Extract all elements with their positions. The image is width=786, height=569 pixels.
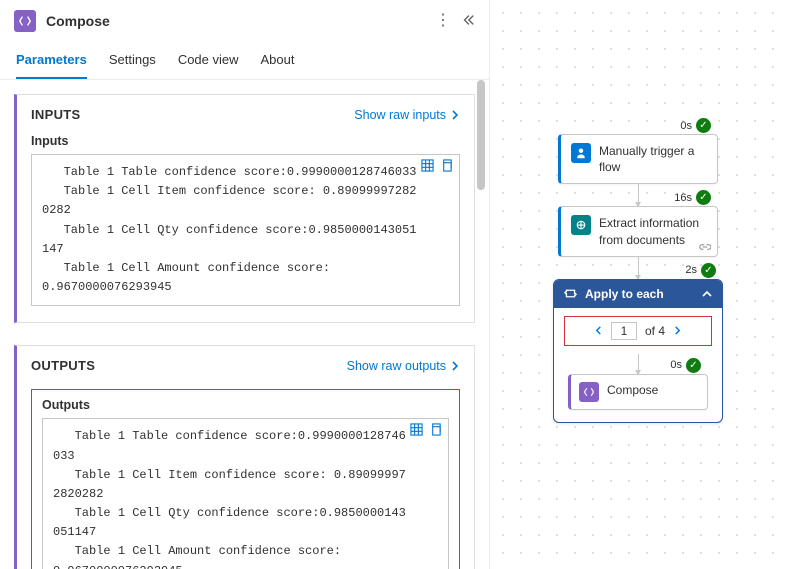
outputs-highlight-box: Outputs Table 1 Table confidence s (31, 389, 460, 569)
chevron-right-icon (450, 361, 460, 371)
foreach-pager: of 4 (564, 316, 712, 346)
pager-prev-icon[interactable] (594, 326, 603, 335)
show-raw-inputs-link[interactable]: Show raw inputs (354, 108, 460, 122)
chevron-right-icon (450, 110, 460, 120)
tab-bar: Parameters Settings Code view About (0, 42, 489, 80)
copy-icon[interactable] (440, 159, 453, 172)
panel-header: Compose ⋮ (0, 0, 489, 42)
node-time-badge: 2s ✓ (685, 263, 716, 278)
loop-icon (564, 287, 577, 300)
flow-column: 0s ✓ Manually trigger a flow 16s ✓ Extra… (553, 134, 723, 423)
copy-icon[interactable] (429, 423, 442, 436)
show-raw-inputs-label: Show raw inputs (354, 108, 446, 122)
node-time-badge: 16s ✓ (674, 190, 711, 205)
tab-settings[interactable]: Settings (109, 42, 156, 79)
node-compose-label: Compose (607, 382, 658, 398)
collapse-panel-icon[interactable] (461, 13, 475, 29)
tab-codeview[interactable]: Code view (178, 42, 239, 79)
node-extract[interactable]: 16s ✓ Extract information from documents (558, 206, 718, 256)
panel-title: Compose (46, 13, 425, 29)
node-extract-time: 16s (674, 192, 692, 204)
node-trigger-time: 0s (680, 120, 692, 132)
outputs-codebox: Table 1 Table confidence score:0.9990000… (42, 418, 449, 569)
check-success-icon: ✓ (686, 358, 701, 373)
inputs-title: INPUTS (31, 107, 80, 122)
trigger-icon (571, 143, 591, 163)
outputs-title: OUTPUTS (31, 358, 95, 373)
node-trigger-label: Manually trigger a flow (599, 143, 707, 175)
pager-of-label: of 4 (645, 324, 665, 338)
node-time-badge: 0s ✓ (670, 358, 701, 373)
inputs-sublabel: Inputs (31, 134, 460, 148)
foreach-label: Apply to each (585, 287, 664, 301)
check-success-icon: ✓ (696, 190, 711, 205)
show-raw-outputs-link[interactable]: Show raw outputs (347, 359, 460, 373)
grid-icon[interactable] (410, 423, 423, 436)
foreach-header[interactable]: Apply to each (554, 280, 722, 308)
node-time-badge: 0s ✓ (680, 118, 711, 133)
outputs-text: Table 1 Table confidence score:0.9990000… (53, 427, 408, 569)
compose-node-icon (579, 382, 599, 402)
pager-current-input[interactable] (611, 322, 637, 340)
scrollbar-track[interactable] (477, 80, 487, 569)
link-icon (699, 242, 711, 252)
show-raw-outputs-label: Show raw outputs (347, 359, 446, 373)
compose-icon (14, 10, 36, 32)
inputs-codebox: Table 1 Table confidence score:0.9990000… (31, 154, 460, 306)
pager-next-icon[interactable] (673, 326, 682, 335)
node-foreach-time: 2s (685, 264, 697, 276)
grid-icon[interactable] (421, 159, 434, 172)
node-trigger[interactable]: 0s ✓ Manually trigger a flow (558, 134, 718, 184)
connector (638, 257, 639, 279)
extract-icon (571, 215, 591, 235)
inputs-text: Table 1 Table confidence score:0.9990000… (42, 163, 419, 297)
check-success-icon: ✓ (701, 263, 716, 278)
chevron-up-icon[interactable] (702, 289, 712, 299)
flow-canvas[interactable]: 0s ✓ Manually trigger a flow 16s ✓ Extra… (490, 0, 786, 569)
tab-about[interactable]: About (261, 42, 295, 79)
scrollbar-thumb[interactable] (477, 80, 485, 190)
more-menu-icon[interactable]: ⋮ (435, 13, 451, 29)
connector (638, 184, 639, 206)
node-compose[interactable]: 0s ✓ Compose (568, 374, 708, 410)
outputs-section: OUTPUTS Show raw outputs Outputs (14, 345, 475, 569)
tab-parameters[interactable]: Parameters (16, 42, 87, 79)
check-success-icon: ✓ (696, 118, 711, 133)
node-extract-label: Extract information from documents (599, 215, 707, 247)
panel-body: INPUTS Show raw inputs Inputs (0, 80, 489, 569)
node-foreach[interactable]: 2s ✓ Apply to each (553, 279, 723, 423)
node-compose-time: 0s (670, 359, 682, 371)
outputs-sublabel: Outputs (42, 398, 449, 412)
connector (638, 354, 639, 374)
details-panel: Compose ⋮ Parameters Settings Code view … (0, 0, 490, 569)
inputs-section: INPUTS Show raw inputs Inputs (14, 94, 475, 323)
